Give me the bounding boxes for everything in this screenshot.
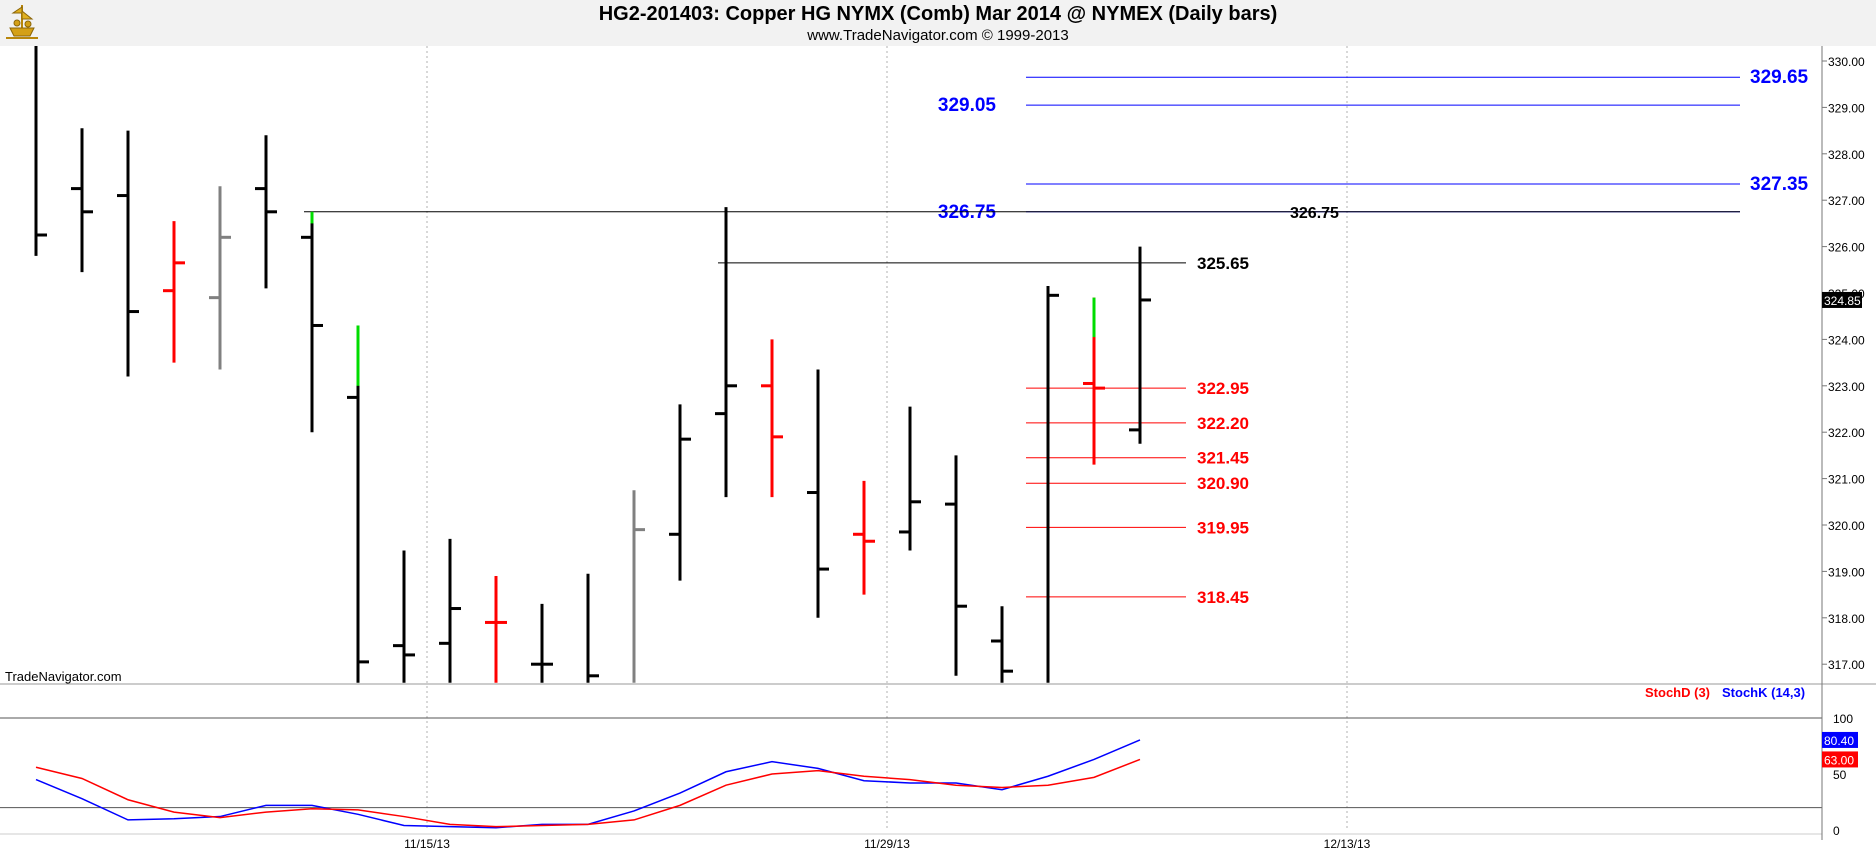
date-tick-label: 11/29/13	[864, 837, 910, 851]
price-tick-label: 318.00	[1828, 612, 1865, 626]
watermark-text: TradeNavigator.com	[5, 669, 122, 684]
price-tick-label: 328.00	[1828, 148, 1865, 162]
chart-subtitle: www.TradeNavigator.com © 1999-2013	[807, 27, 1069, 44]
level-label: 329.65	[1750, 67, 1809, 88]
stoch-series-line	[35, 758, 1141, 828]
level-label: 329.05	[938, 95, 997, 116]
date-axis: 11/15/13 11/29/13 12/13/13	[404, 837, 1371, 851]
date-tick-label: 12/13/13	[1324, 837, 1371, 851]
level-label: 322.95	[1197, 379, 1249, 398]
level-label: 320.90	[1197, 474, 1249, 493]
price-tick-label: 326.00	[1828, 241, 1865, 255]
date-tick-label: 11/15/13	[404, 837, 450, 851]
stoch-last-value-label: 80.40	[1824, 734, 1854, 748]
level-label: 318.45	[1197, 588, 1249, 607]
stoch-last-value-label: 63.00	[1824, 753, 1854, 767]
stoch-tick-label: 50	[1833, 768, 1847, 782]
stoch-series-line	[35, 739, 1141, 829]
price-tick-label: 330.00	[1828, 55, 1865, 69]
price-tick-label: 327.00	[1828, 194, 1865, 208]
level-label: 327.35	[1750, 174, 1809, 195]
level-label: 326.75	[1290, 205, 1339, 222]
stoch-legend-d: StochD (3)	[1645, 685, 1710, 700]
level-label: 319.95	[1197, 518, 1249, 537]
stoch-legend-k: StochK (14,3)	[1722, 685, 1805, 700]
chart-title: HG2-201403: Copper HG NYMX (Comb) Mar 20…	[598, 3, 1278, 25]
stoch-last-value-box	[1822, 751, 1858, 768]
stoch-last-value-box	[1822, 731, 1858, 748]
trade-navigator-logo-icon	[6, 5, 38, 39]
price-tick-label: 320.00	[1828, 519, 1865, 533]
stochastic-lines: StochD (3) StochK (14,3)	[35, 685, 1805, 829]
price-tick-label: 322.00	[1828, 426, 1865, 440]
price-tick-label: 324.00	[1828, 333, 1865, 347]
price-tick-label: 329.00	[1828, 101, 1865, 115]
stoch-tick-label: 100	[1833, 712, 1853, 726]
stoch-tick-label: 0	[1833, 824, 1840, 838]
price-axis: 317.00 318.00 319.00 320.00 321.00 322.00 323.…	[1822, 55, 1865, 838]
last-price-label: 324.85	[1824, 294, 1861, 308]
chart-header	[0, 0, 1876, 46]
price-tick-label: 321.00	[1828, 473, 1865, 487]
price-tick-label: 317.00	[1828, 658, 1865, 672]
level-label: 325.65	[1197, 254, 1249, 273]
level-label: 322.20	[1197, 414, 1249, 433]
price-tick-label: 319.00	[1828, 565, 1865, 579]
price-bars	[34, 46, 1151, 683]
last-price-box	[1822, 291, 1862, 308]
panel-separators	[0, 46, 1876, 840]
price-tick-label: 323.00	[1828, 380, 1865, 394]
level-label: 321.45	[1197, 449, 1249, 468]
grid-lines	[426, 46, 1348, 830]
